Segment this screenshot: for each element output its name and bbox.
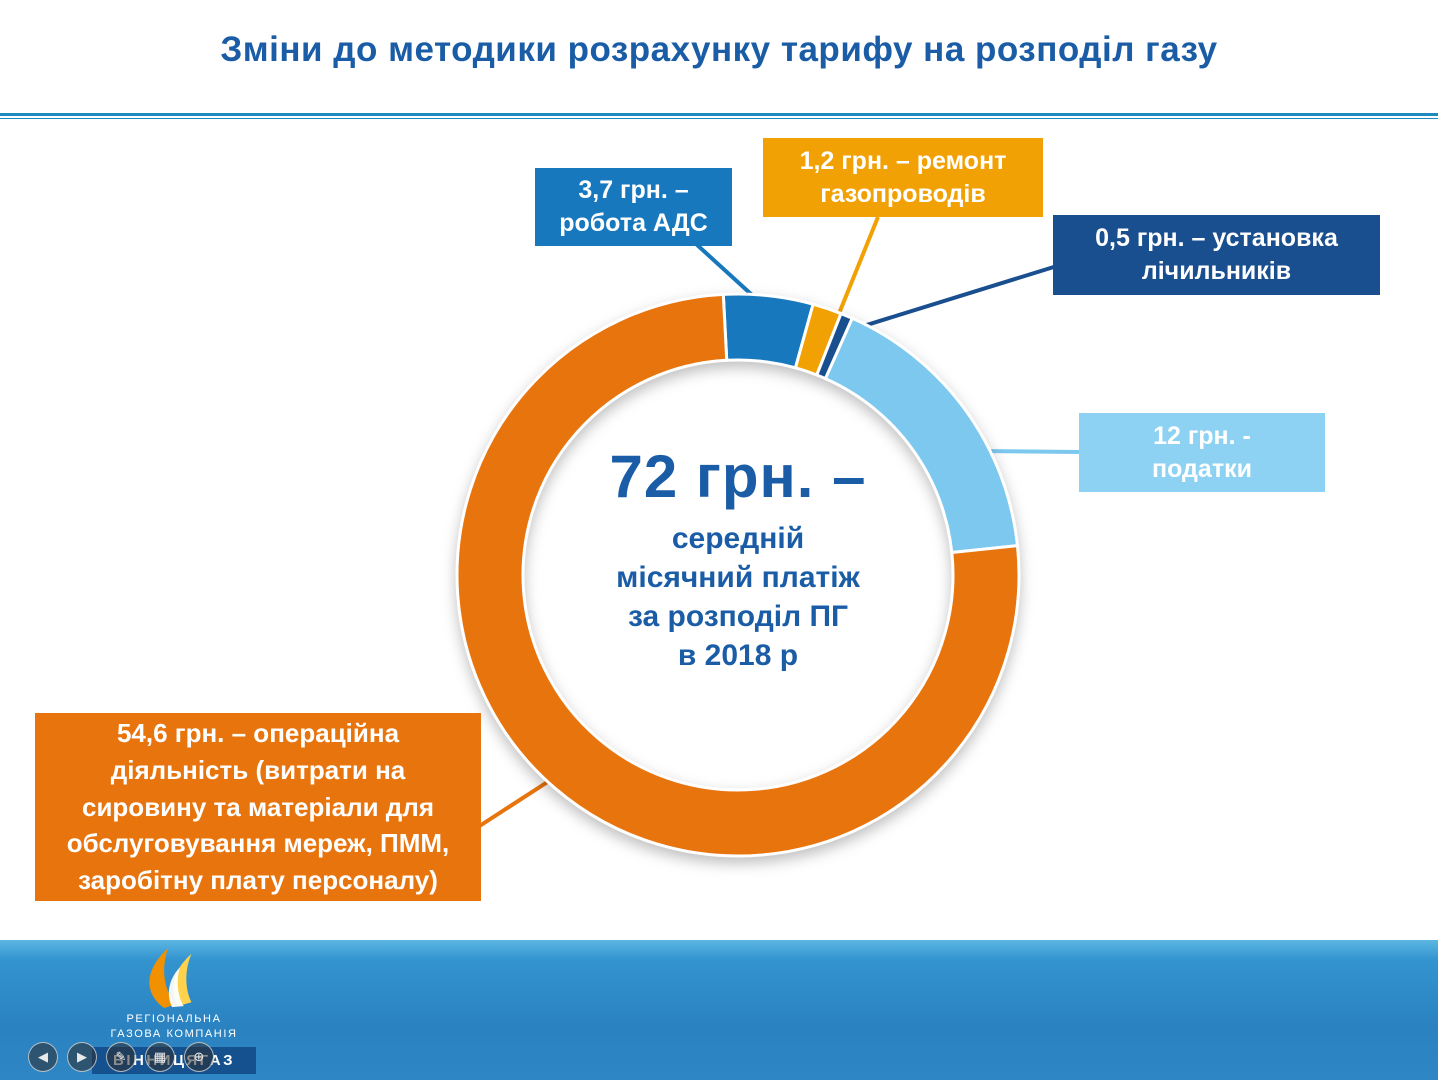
callout-repair: 1,2 грн. – ремонт газопроводів <box>763 138 1043 217</box>
all-slides-button[interactable]: ▦ <box>145 1042 175 1072</box>
callout-operations: 54,6 грн. – операційна діяльність (витра… <box>35 713 481 901</box>
donut-center-text: 72 грн. – середній місячний платіж за ро… <box>508 442 968 675</box>
callout-ads: 3,7 грн. – робота АДС <box>535 168 732 246</box>
zoom-button[interactable]: ⊕ <box>184 1042 214 1072</box>
slide-title: Зміни до методики розрахунку тарифу на р… <box>220 30 1218 69</box>
leader-line-meters <box>856 264 1058 330</box>
donut-center-line: за розподіл ПГ <box>627 600 849 633</box>
company-name-line2: ГАЗОВА КОМПАНІЯ <box>110 1027 238 1040</box>
pen-tool-button[interactable]: ✎ <box>106 1042 136 1072</box>
company-name-line1: РЕГІОНАЛЬНА <box>126 1013 222 1025</box>
donut-center-line: середній <box>671 522 805 555</box>
callout-taxes: 12 грн. - податки <box>1079 413 1325 492</box>
donut-ring <box>455 292 1021 858</box>
donut-center-line: місячний платіж <box>616 561 860 594</box>
donut-segment-operations <box>455 292 1021 858</box>
title-divider <box>0 113 1438 119</box>
leader-line-repair <box>834 216 880 322</box>
donut-center-line: в 2018 р <box>677 639 799 672</box>
donut-center-value: 72 грн. – <box>609 443 867 510</box>
company-logo-flame-icon <box>149 947 192 1009</box>
leader-line-taxes <box>980 449 1080 454</box>
next-slide-button[interactable]: ▶ <box>67 1042 97 1072</box>
prev-slide-button[interactable]: ◀ <box>28 1042 58 1072</box>
callout-meters: 0,5 грн. – установка лічильників <box>1053 215 1380 295</box>
presentation-controls: ◀ ▶ ✎ ▦ ⊕ <box>28 1042 214 1072</box>
